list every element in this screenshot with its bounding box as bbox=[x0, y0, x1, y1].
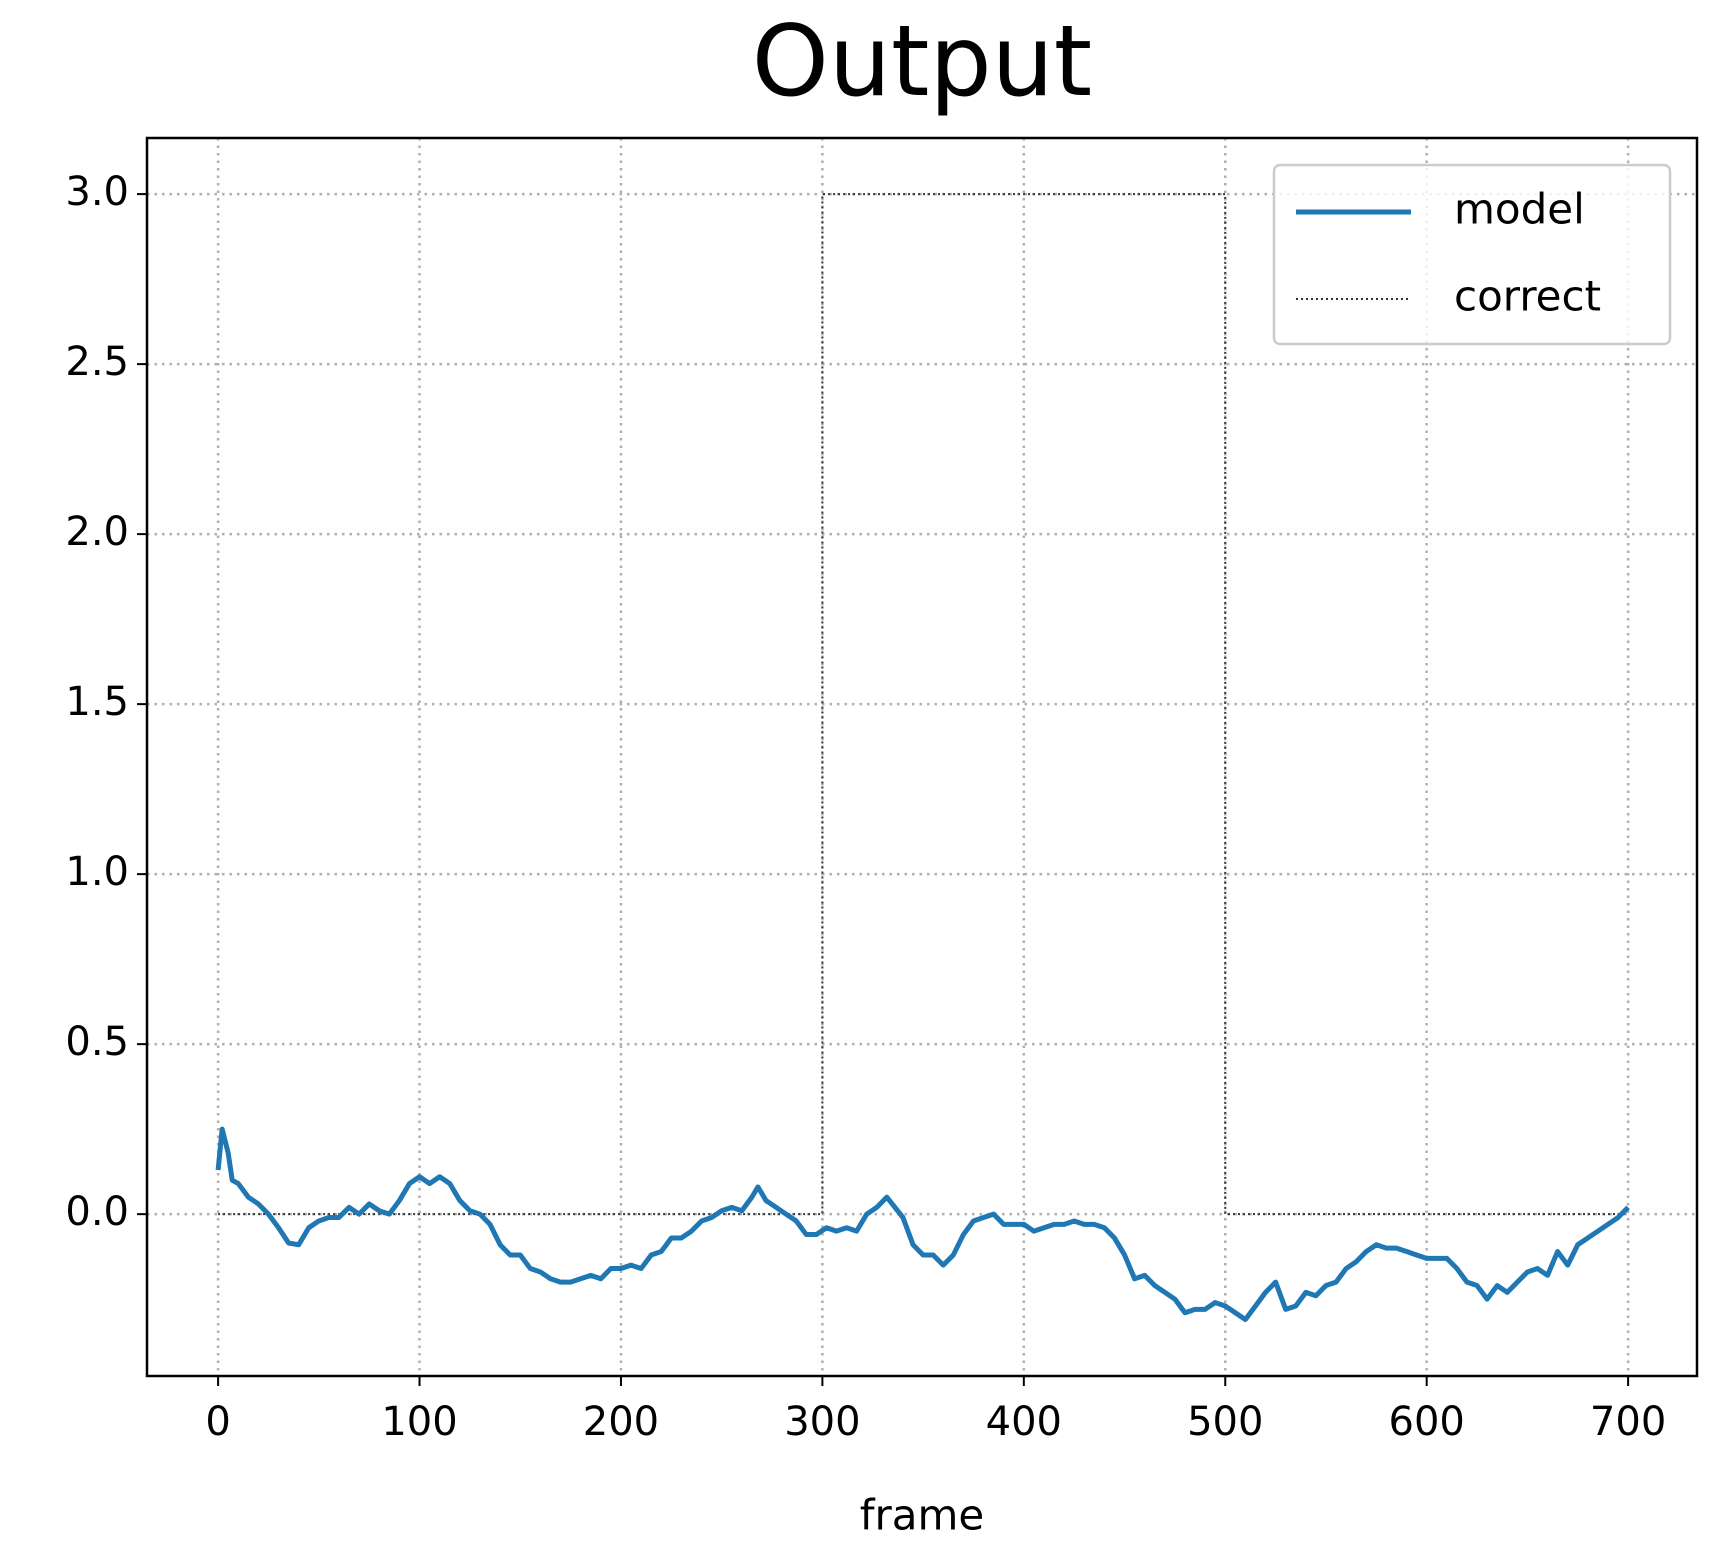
x-tick-label: 0 bbox=[205, 1399, 230, 1445]
x-tick-label: 200 bbox=[583, 1399, 659, 1445]
y-tick-label: 0.5 bbox=[65, 1019, 129, 1065]
y-tick-label: 1.0 bbox=[65, 849, 129, 895]
y-tick-label: 2.5 bbox=[65, 339, 129, 385]
y-tick-label: 2.0 bbox=[65, 509, 129, 555]
y-tick-label: 0.0 bbox=[65, 1189, 129, 1235]
legend-label: correct bbox=[1454, 272, 1601, 321]
plot-frame bbox=[145, 136, 1699, 1378]
y-tick-label: 3.0 bbox=[65, 169, 129, 215]
x-axis-label: frame bbox=[860, 1491, 985, 1540]
x-tick-label: 100 bbox=[381, 1399, 457, 1445]
x-tick-label: 600 bbox=[1389, 1399, 1465, 1445]
y-tick-label: 1.5 bbox=[65, 679, 129, 725]
legend-label: model bbox=[1454, 185, 1585, 234]
chart-title: Output bbox=[752, 5, 1092, 119]
line-series bbox=[218, 193, 1629, 1216]
x-tick-label: 400 bbox=[986, 1399, 1062, 1445]
line-series bbox=[215, 1126, 1630, 1323]
x-tick-label: 500 bbox=[1187, 1399, 1263, 1445]
x-tick-label: 700 bbox=[1590, 1399, 1666, 1445]
x-tick-label: 300 bbox=[784, 1399, 860, 1445]
